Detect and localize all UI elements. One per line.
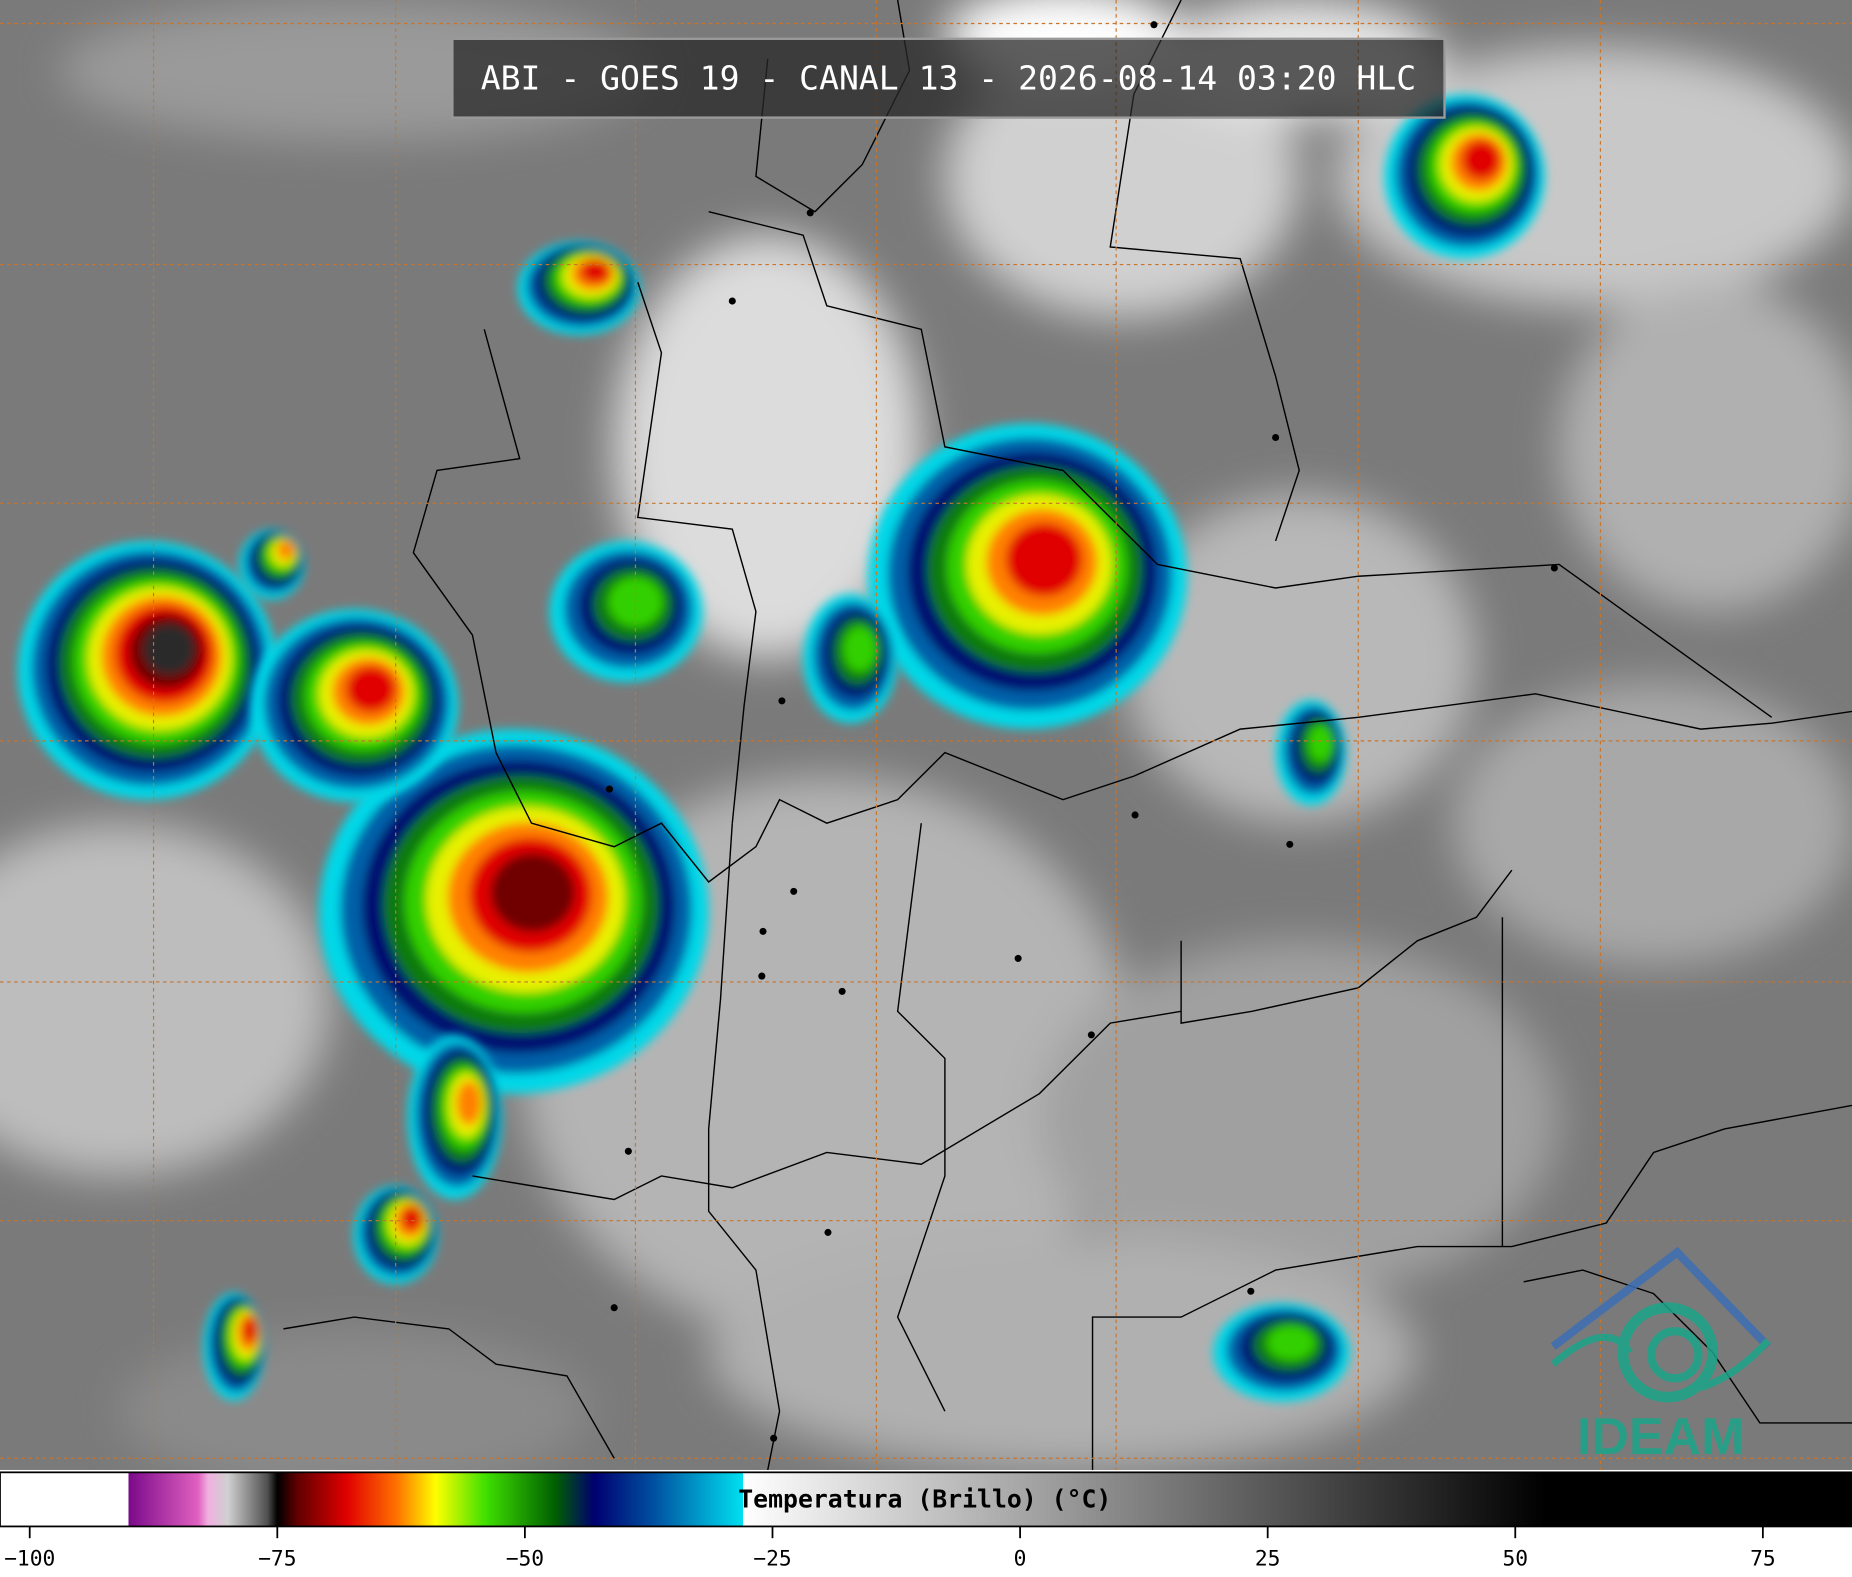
- title: ABI - GOES 19 - CANAL 13 - 2026-08-14 03…: [481, 59, 1416, 98]
- cities: [605, 21, 1558, 1442]
- storm-ring: [243, 1317, 258, 1343]
- storm-ring: [1005, 523, 1083, 597]
- tick-label: 50: [1502, 1546, 1528, 1571]
- storm-cell: [803, 593, 898, 724]
- logo-text: IDEAM: [1577, 1407, 1744, 1465]
- borders: [283, 0, 1852, 1471]
- tick-label: 25: [1255, 1546, 1281, 1571]
- storm-cell: [407, 1034, 502, 1200]
- border-line: [707, 823, 781, 1471]
- storm-cell: [868, 423, 1188, 730]
- border-line: [412, 329, 1852, 883]
- tick-label: 75: [1750, 1546, 1776, 1571]
- border-line: [472, 1010, 1182, 1201]
- storm-cell: [250, 609, 459, 803]
- storm-ring: [1266, 1325, 1316, 1361]
- storm-cell: [1384, 94, 1545, 259]
- tick-label: −100: [4, 1546, 55, 1571]
- storm-cell: [318, 729, 709, 1094]
- logo: IDEAM: [1550, 1246, 1772, 1465]
- storm-ring: [456, 1080, 482, 1126]
- storm-cell: [238, 529, 305, 600]
- tick-label: −25: [753, 1546, 791, 1571]
- storm-ring: [143, 623, 195, 675]
- logo-roof: [1550, 1246, 1772, 1350]
- storm-cell: [1275, 699, 1347, 806]
- storm-ring: [490, 853, 575, 932]
- graticule: [0, 0, 1852, 1470]
- colorbar-ticks: −100 −75 −50 −25 0 25 50 75: [4, 1526, 1776, 1571]
- storm-cell: [203, 1292, 265, 1401]
- storm-ring: [1461, 140, 1501, 180]
- storm-cell: [353, 1185, 439, 1285]
- logo-swirl: [1647, 1327, 1703, 1383]
- logo-wave: [1550, 1333, 1771, 1392]
- border-line: [1091, 1104, 1852, 1470]
- title-box: ABI - GOES 19 - CANAL 13 - 2026-08-14 03…: [451, 37, 1446, 119]
- storm-cell: [1213, 1302, 1351, 1402]
- border-line: [637, 282, 757, 824]
- border-line: [1523, 1269, 1852, 1424]
- storm-ring: [276, 540, 295, 560]
- tick-label: −50: [506, 1546, 544, 1571]
- storm-ring: [402, 1206, 423, 1231]
- colorbar-bar: [0, 1471, 1852, 1528]
- storm-cells: [17, 94, 1545, 1402]
- border-line: [283, 1316, 615, 1459]
- title-background: [451, 37, 1446, 119]
- border-line: [896, 823, 946, 1412]
- colorbar: Temperatura (Brillo) (°C): [0, 1471, 1852, 1528]
- logo-swirl: [1617, 1302, 1718, 1403]
- storm-ring: [346, 666, 396, 713]
- storm-ring: [843, 626, 877, 673]
- tick-label: 0: [1014, 1546, 1027, 1571]
- tick-label: −75: [258, 1546, 296, 1571]
- storm-cell: [549, 540, 703, 683]
- storm-ring: [580, 260, 610, 283]
- border-line: [708, 210, 1773, 718]
- storm-cell: [17, 540, 278, 800]
- colorbar-label: Temperatura (Brillo) (°C): [738, 1485, 1111, 1514]
- storm-ring: [1307, 724, 1334, 763]
- storm-cell: [517, 241, 641, 336]
